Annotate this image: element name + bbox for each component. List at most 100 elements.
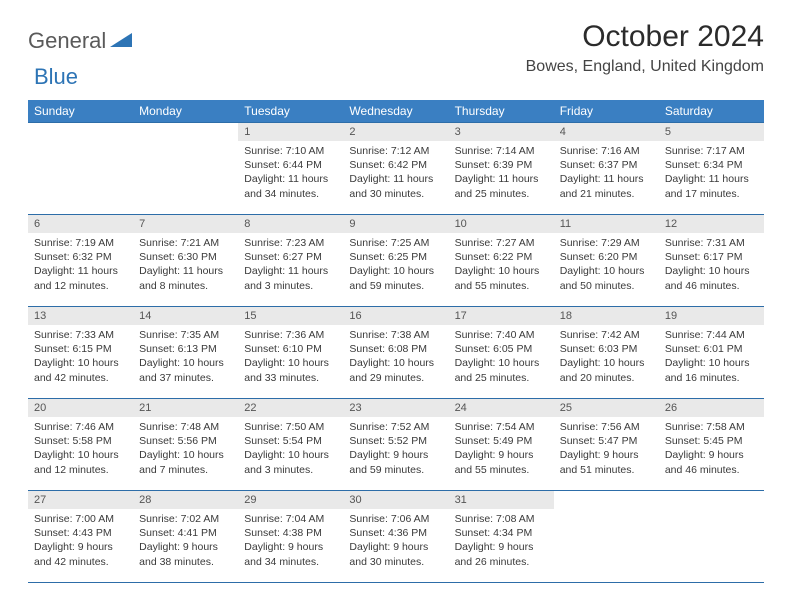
day-number: 19 <box>659 307 764 325</box>
day-line: Daylight: 10 hours and 37 minutes. <box>139 356 232 384</box>
day-number: 25 <box>554 399 659 417</box>
day-line: Sunset: 6:25 PM <box>349 250 442 264</box>
day-line: Sunrise: 7:58 AM <box>665 420 758 434</box>
calendar-week-row: 13Sunrise: 7:33 AMSunset: 6:15 PMDayligh… <box>28 307 764 399</box>
day-body: Sunrise: 7:19 AMSunset: 6:32 PMDaylight:… <box>28 233 133 299</box>
calendar-day-cell: 2Sunrise: 7:12 AMSunset: 6:42 PMDaylight… <box>343 123 448 215</box>
day-line: Sunset: 6:20 PM <box>560 250 653 264</box>
calendar-week-row: 27Sunrise: 7:00 AMSunset: 4:43 PMDayligh… <box>28 491 764 583</box>
day-line: Sunset: 6:15 PM <box>34 342 127 356</box>
day-line: Sunrise: 7:27 AM <box>455 236 548 250</box>
day-line: Daylight: 10 hours and 20 minutes. <box>560 356 653 384</box>
day-body: Sunrise: 7:58 AMSunset: 5:45 PMDaylight:… <box>659 417 764 483</box>
calendar-day-cell: 4Sunrise: 7:16 AMSunset: 6:37 PMDaylight… <box>554 123 659 215</box>
day-body <box>659 497 764 506</box>
day-body: Sunrise: 7:46 AMSunset: 5:58 PMDaylight:… <box>28 417 133 483</box>
day-line: Sunset: 4:36 PM <box>349 526 442 540</box>
day-body: Sunrise: 7:31 AMSunset: 6:17 PMDaylight:… <box>659 233 764 299</box>
day-line: Sunrise: 7:35 AM <box>139 328 232 342</box>
day-number: 23 <box>343 399 448 417</box>
day-line: Sunset: 6:22 PM <box>455 250 548 264</box>
calendar-day-cell: 27Sunrise: 7:00 AMSunset: 4:43 PMDayligh… <box>28 491 133 583</box>
calendar-day-cell: 1Sunrise: 7:10 AMSunset: 6:44 PMDaylight… <box>238 123 343 215</box>
day-line: Daylight: 9 hours and 38 minutes. <box>139 540 232 568</box>
day-line: Sunset: 6:44 PM <box>244 158 337 172</box>
day-line: Sunset: 6:32 PM <box>34 250 127 264</box>
day-line: Sunrise: 7:54 AM <box>455 420 548 434</box>
calendar-day-cell: 15Sunrise: 7:36 AMSunset: 6:10 PMDayligh… <box>238 307 343 399</box>
triangle-icon <box>110 31 132 52</box>
day-body: Sunrise: 7:14 AMSunset: 6:39 PMDaylight:… <box>449 141 554 207</box>
day-line: Sunset: 5:58 PM <box>34 434 127 448</box>
calendar-day-cell <box>28 123 133 215</box>
day-header: Friday <box>554 100 659 123</box>
day-body: Sunrise: 7:08 AMSunset: 4:34 PMDaylight:… <box>449 509 554 575</box>
day-header: Wednesday <box>343 100 448 123</box>
day-number: 13 <box>28 307 133 325</box>
calendar-day-cell: 31Sunrise: 7:08 AMSunset: 4:34 PMDayligh… <box>449 491 554 583</box>
day-line: Sunrise: 7:50 AM <box>244 420 337 434</box>
calendar-day-cell: 18Sunrise: 7:42 AMSunset: 6:03 PMDayligh… <box>554 307 659 399</box>
calendar-day-cell: 9Sunrise: 7:25 AMSunset: 6:25 PMDaylight… <box>343 215 448 307</box>
day-body: Sunrise: 7:25 AMSunset: 6:25 PMDaylight:… <box>343 233 448 299</box>
day-header: Monday <box>133 100 238 123</box>
day-line: Sunset: 4:34 PM <box>455 526 548 540</box>
day-number: 17 <box>449 307 554 325</box>
calendar-week-row: 6Sunrise: 7:19 AMSunset: 6:32 PMDaylight… <box>28 215 764 307</box>
day-line: Sunrise: 7:29 AM <box>560 236 653 250</box>
day-header: Thursday <box>449 100 554 123</box>
day-line: Daylight: 10 hours and 3 minutes. <box>244 448 337 476</box>
day-line: Daylight: 10 hours and 7 minutes. <box>139 448 232 476</box>
day-number: 10 <box>449 215 554 233</box>
day-body: Sunrise: 7:44 AMSunset: 6:01 PMDaylight:… <box>659 325 764 391</box>
day-body: Sunrise: 7:23 AMSunset: 6:27 PMDaylight:… <box>238 233 343 299</box>
day-line: Daylight: 10 hours and 25 minutes. <box>455 356 548 384</box>
day-line: Sunrise: 7:52 AM <box>349 420 442 434</box>
day-line: Sunrise: 7:17 AM <box>665 144 758 158</box>
calendar-day-cell: 7Sunrise: 7:21 AMSunset: 6:30 PMDaylight… <box>133 215 238 307</box>
day-line: Sunset: 4:38 PM <box>244 526 337 540</box>
day-line: Sunset: 5:52 PM <box>349 434 442 448</box>
calendar-day-cell: 3Sunrise: 7:14 AMSunset: 6:39 PMDaylight… <box>449 123 554 215</box>
day-line: Sunrise: 7:36 AM <box>244 328 337 342</box>
day-body <box>133 129 238 138</box>
day-line: Sunrise: 7:02 AM <box>139 512 232 526</box>
day-body: Sunrise: 7:29 AMSunset: 6:20 PMDaylight:… <box>554 233 659 299</box>
title-block: October 2024 Bowes, England, United King… <box>526 20 764 86</box>
day-body: Sunrise: 7:33 AMSunset: 6:15 PMDaylight:… <box>28 325 133 391</box>
day-line: Sunrise: 7:16 AM <box>560 144 653 158</box>
day-line: Daylight: 10 hours and 29 minutes. <box>349 356 442 384</box>
calendar-day-cell: 23Sunrise: 7:52 AMSunset: 5:52 PMDayligh… <box>343 399 448 491</box>
day-line: Sunset: 5:45 PM <box>665 434 758 448</box>
day-line: Daylight: 10 hours and 16 minutes. <box>665 356 758 384</box>
day-line: Sunrise: 7:48 AM <box>139 420 232 434</box>
day-header-row: Sunday Monday Tuesday Wednesday Thursday… <box>28 100 764 123</box>
day-body: Sunrise: 7:54 AMSunset: 5:49 PMDaylight:… <box>449 417 554 483</box>
day-body: Sunrise: 7:42 AMSunset: 6:03 PMDaylight:… <box>554 325 659 391</box>
day-number: 14 <box>133 307 238 325</box>
day-line: Daylight: 11 hours and 17 minutes. <box>665 172 758 200</box>
calendar-day-cell: 21Sunrise: 7:48 AMSunset: 5:56 PMDayligh… <box>133 399 238 491</box>
day-line: Daylight: 10 hours and 12 minutes. <box>34 448 127 476</box>
day-line: Daylight: 11 hours and 34 minutes. <box>244 172 337 200</box>
calendar-day-cell <box>659 491 764 583</box>
logo: General <box>28 20 134 54</box>
calendar-day-cell: 30Sunrise: 7:06 AMSunset: 4:36 PMDayligh… <box>343 491 448 583</box>
day-line: Sunrise: 7:44 AM <box>665 328 758 342</box>
day-number: 21 <box>133 399 238 417</box>
day-body: Sunrise: 7:52 AMSunset: 5:52 PMDaylight:… <box>343 417 448 483</box>
day-line: Daylight: 9 hours and 30 minutes. <box>349 540 442 568</box>
day-line: Sunrise: 7:19 AM <box>34 236 127 250</box>
calendar-week-row: 20Sunrise: 7:46 AMSunset: 5:58 PMDayligh… <box>28 399 764 491</box>
day-body: Sunrise: 7:10 AMSunset: 6:44 PMDaylight:… <box>238 141 343 207</box>
day-line: Sunrise: 7:10 AM <box>244 144 337 158</box>
day-line: Sunset: 5:54 PM <box>244 434 337 448</box>
day-line: Daylight: 10 hours and 46 minutes. <box>665 264 758 292</box>
calendar-day-cell: 6Sunrise: 7:19 AMSunset: 6:32 PMDaylight… <box>28 215 133 307</box>
day-line: Sunrise: 7:04 AM <box>244 512 337 526</box>
day-line: Sunrise: 7:08 AM <box>455 512 548 526</box>
calendar-page: General October 2024 Bowes, England, Uni… <box>0 0 792 601</box>
calendar-day-cell: 10Sunrise: 7:27 AMSunset: 6:22 PMDayligh… <box>449 215 554 307</box>
calendar-day-cell: 22Sunrise: 7:50 AMSunset: 5:54 PMDayligh… <box>238 399 343 491</box>
day-line: Daylight: 11 hours and 30 minutes. <box>349 172 442 200</box>
